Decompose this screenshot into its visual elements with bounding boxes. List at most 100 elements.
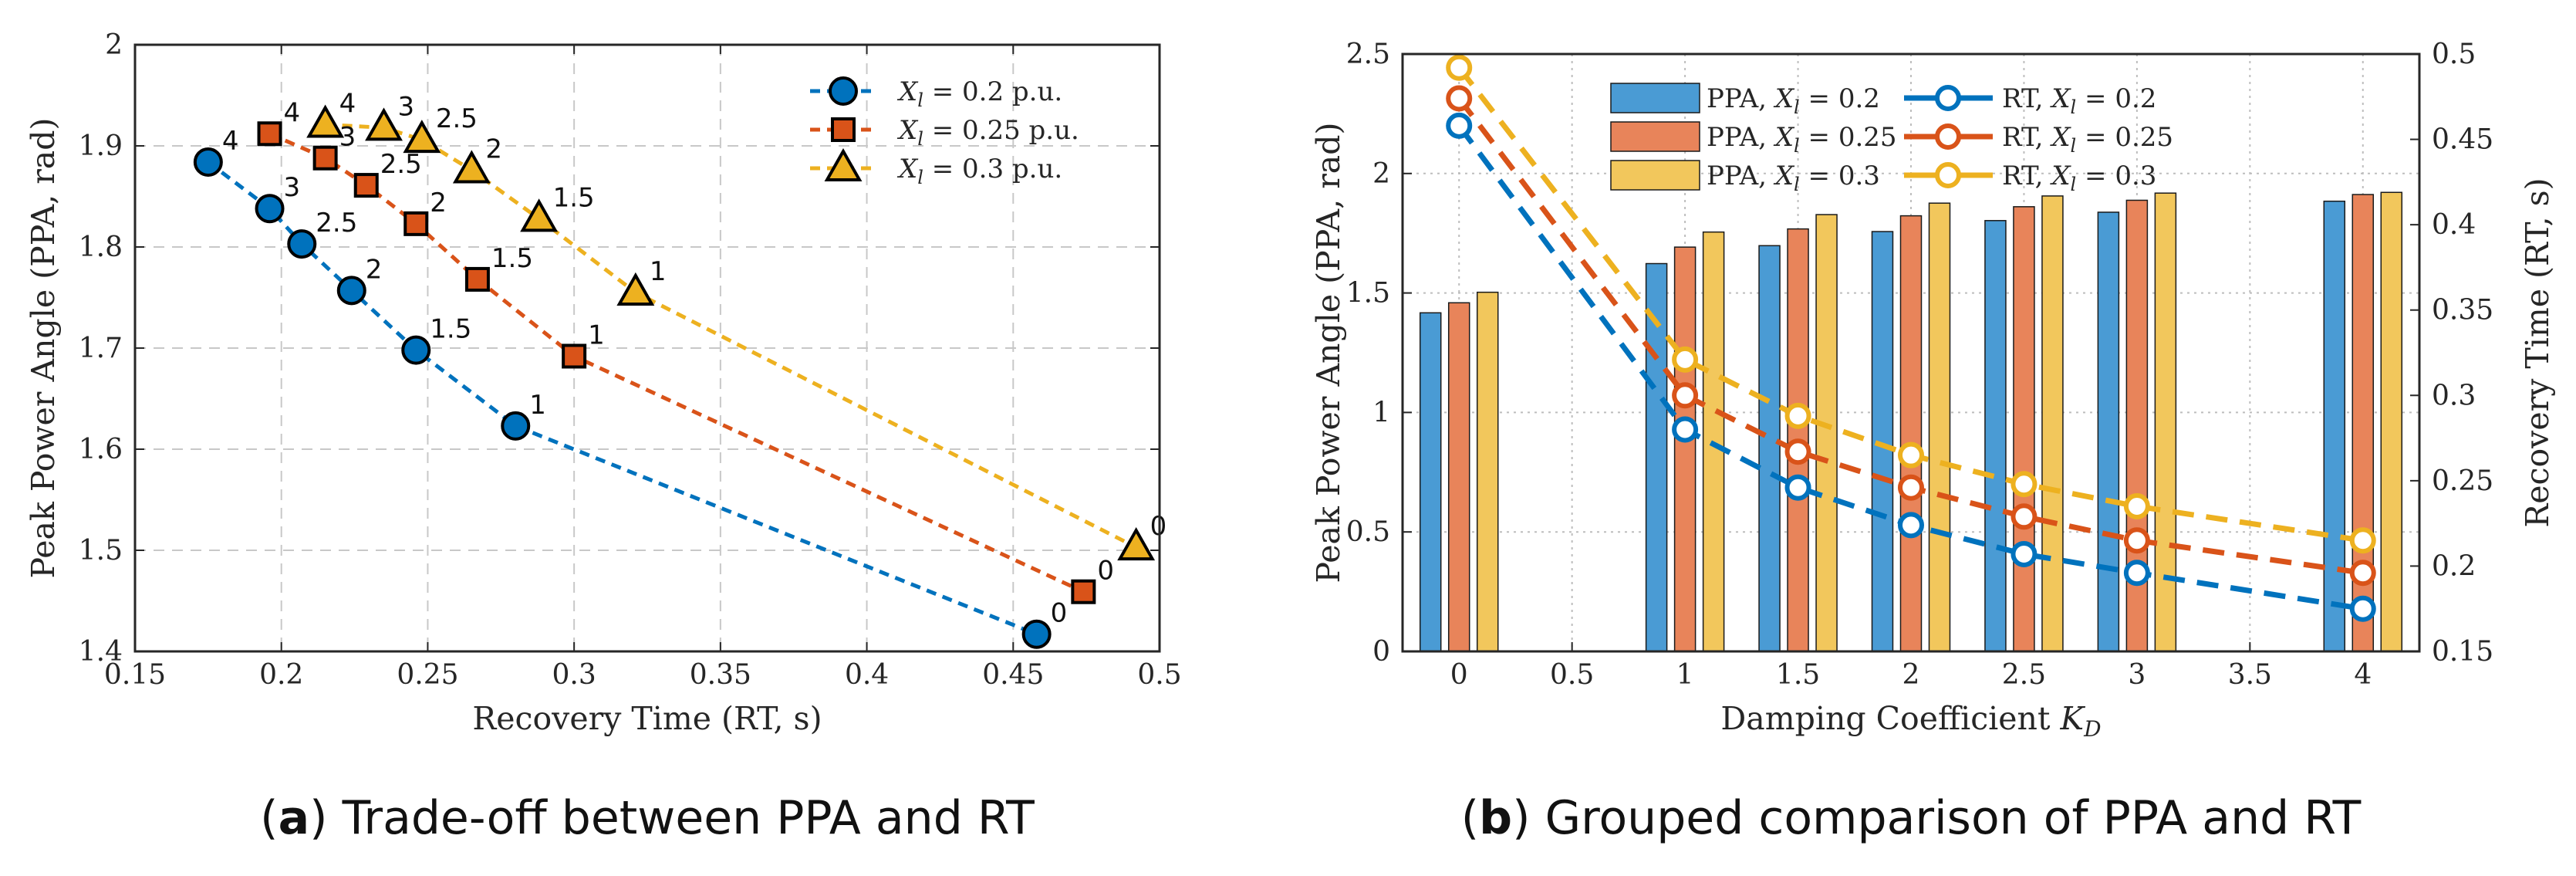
legend-var: X <box>896 115 919 146</box>
rt-marker <box>1672 416 1699 443</box>
legend-var: X <box>1773 122 1795 153</box>
rt-marker <box>2010 503 2038 530</box>
data-point-triangle <box>306 104 345 138</box>
bar <box>1928 202 1951 652</box>
legend-sub: l <box>917 128 923 150</box>
panel-b-x-axis-title-text: Damping Coefficient <box>1720 700 2060 737</box>
x-tick-label: 0.4 <box>845 659 889 691</box>
data-point-square <box>562 343 587 369</box>
legend-marker <box>1935 123 1961 150</box>
data-point-triangle <box>616 272 655 306</box>
legend-marker-triangle <box>824 147 863 181</box>
legend-entry: PPA, Xl = 0.3 <box>1707 161 1880 195</box>
bar <box>2041 195 2064 652</box>
x-tick-label: 0.45 <box>982 659 1044 691</box>
data-point-square <box>312 145 338 171</box>
bar <box>1815 214 1838 652</box>
data-label: 3 <box>398 91 415 122</box>
data-label: 4 <box>339 88 356 119</box>
data-label: 3 <box>339 122 356 153</box>
legend-sub: l <box>2071 174 2077 195</box>
data-label: 1.5 <box>553 182 595 213</box>
panel-a-tick-labels: 0.15 0.2 0.25 0.3 0.35 0.4 0.45 0.5 1.4 1.5 1.6 1.7… <box>79 29 1182 691</box>
x-tick-label: 0.2 <box>259 659 303 691</box>
legend-rest: = 0.3 p.u. <box>923 154 1062 184</box>
bar <box>2097 211 2120 652</box>
data-point-triangle <box>520 198 559 232</box>
legend-rest: = 0.2 <box>1800 83 1880 114</box>
rt-marker <box>1446 112 1473 139</box>
legend-marker-square <box>831 117 856 142</box>
y-right-tick-label: 0.4 <box>2432 209 2476 241</box>
x-tick-label: 4 <box>2354 659 2372 691</box>
data-point-circle <box>501 411 531 441</box>
y-tick-label: 2 <box>105 29 123 61</box>
rt-marker <box>1898 512 1924 539</box>
legend-marker <box>1935 162 1961 188</box>
panel-b-left-y-axis-title: Peak Power Angle (PPA, rad) <box>1310 123 1347 583</box>
panel-a-axes-box <box>133 43 1161 653</box>
panel-a-caption: (a) Trade-off between PPA and RT <box>260 791 1035 845</box>
y-tick-label: 1.6 <box>79 434 123 465</box>
data-label: 2 <box>485 134 502 164</box>
bar <box>1984 220 2007 652</box>
data-label: 2.5 <box>380 149 422 180</box>
bar <box>1645 262 1668 652</box>
panel-b-caption-letter: b <box>1479 791 1512 845</box>
data-label: 1.5 <box>430 314 471 345</box>
rt-marker <box>2010 471 2038 498</box>
rt-marker <box>2349 560 2376 587</box>
data-label: 2.5 <box>316 208 357 238</box>
legend-entry: RT, Xl = 0.25 <box>2002 122 2173 157</box>
legend-bar-swatch <box>1610 160 1700 191</box>
rt-marker <box>2123 560 2150 587</box>
data-point-triangle <box>452 150 491 184</box>
bar <box>1673 246 1697 652</box>
panel-a-y-axis-title: Peak Power Angle (PPA, rad) <box>25 118 62 579</box>
y-left-tick-label: 2.5 <box>1346 39 1390 70</box>
x-tick-label: 0.5 <box>1137 659 1181 691</box>
x-tick-label: 0.25 <box>397 659 458 691</box>
data-label: 2 <box>366 254 383 285</box>
rt-marker <box>2123 493 2150 520</box>
legend-prefix: RT, <box>2002 83 2051 114</box>
panel-a-legend: Xl = 0.2 p.u.Xl = 0.25 p.u.Xl = 0.3 p.u. <box>810 76 1079 188</box>
y-tick-label: 1.7 <box>79 333 123 364</box>
x-tick-label: 3.5 <box>2228 659 2272 691</box>
data-point-square <box>464 266 490 292</box>
x-tick-label: 1.5 <box>1776 659 1820 691</box>
data-label: 1 <box>529 390 546 421</box>
rt-marker <box>1784 438 1811 465</box>
x-tick-label: 3 <box>2128 659 2146 691</box>
legend-rest: = 0.2 p.u. <box>923 76 1062 107</box>
panel-b-x-axis-var: K <box>2059 700 2085 737</box>
legend-rest: = 0.3 <box>1800 161 1880 191</box>
bar <box>2380 191 2403 652</box>
bar <box>1899 215 1923 652</box>
legend-var: X <box>896 154 919 184</box>
bar <box>1419 312 1442 652</box>
panel-b-x-axis-title: Damping Coefficient KD <box>1720 700 2101 742</box>
data-point-circle <box>193 147 223 177</box>
data-point-square <box>1071 579 1096 604</box>
data-point-square <box>257 121 282 147</box>
x-tick-label: 0.5 <box>1550 659 1594 691</box>
legend-entry: Xl = 0.25 p.u. <box>896 115 1079 150</box>
data-point-circle <box>336 276 366 306</box>
y-left-tick-label: 1.5 <box>1346 278 1390 309</box>
legend-var: X <box>2049 122 2071 153</box>
data-label: 0 <box>1051 598 1068 629</box>
y-tick-label: 1.8 <box>79 232 123 263</box>
bar <box>1476 291 1499 652</box>
legend-rest: = 0.3 <box>2076 161 2156 191</box>
data-point-circle <box>255 194 285 224</box>
data-point-triangle <box>1117 527 1156 561</box>
panel-b-axes-box <box>1401 52 2421 653</box>
y-left-tick-label: 0 <box>1372 636 1390 668</box>
bar <box>1871 231 1894 652</box>
legend-sub: l <box>1794 174 1800 195</box>
rt-marker <box>2349 595 2376 622</box>
legend-var: X <box>2049 83 2071 114</box>
legend-prefix: RT, <box>2002 161 2051 191</box>
